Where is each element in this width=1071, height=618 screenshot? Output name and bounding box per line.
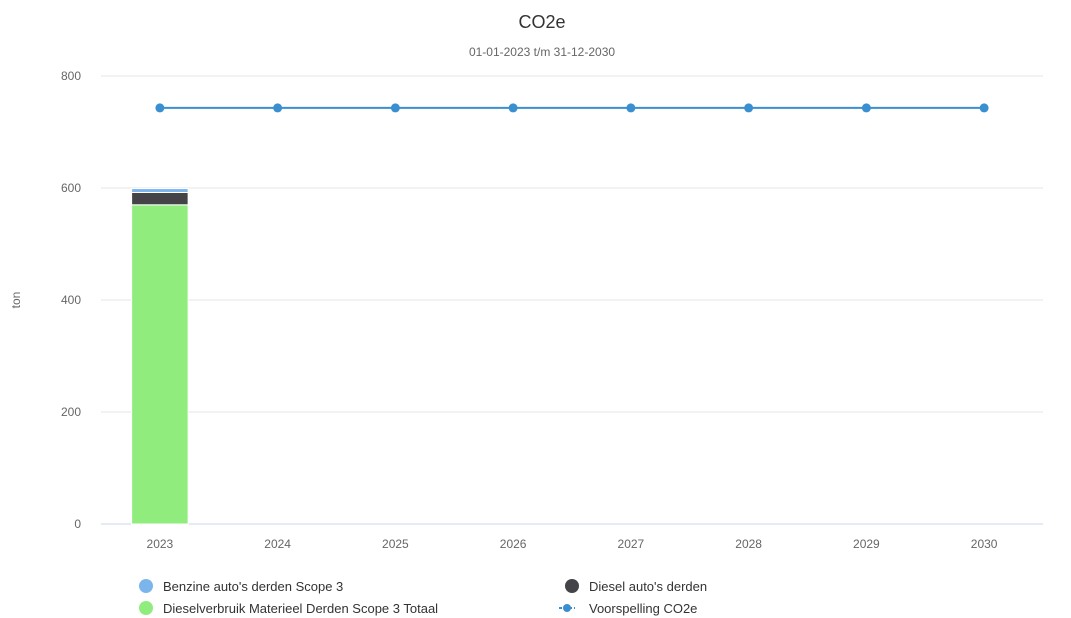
forecast-point[interactable] (979, 103, 989, 113)
forecast-point[interactable] (273, 103, 283, 113)
chart-title: CO2e (518, 12, 565, 32)
y-tick-label: 800 (61, 69, 81, 83)
forecast-point[interactable] (508, 103, 518, 113)
forecast-point[interactable] (390, 103, 400, 113)
bar-series (131, 188, 189, 525)
bar-segment[interactable] (131, 204, 189, 525)
x-tick-label: 2026 (500, 537, 527, 551)
legend-item[interactable]: Diesel auto's derden (565, 579, 707, 594)
y-tick-label: 0 (74, 517, 81, 531)
legend-label: Dieselverbruik Materieel Derden Scope 3 … (163, 601, 438, 616)
forecast-point[interactable] (155, 103, 165, 113)
y-tick-label: 400 (61, 293, 81, 307)
forecast-point[interactable] (626, 103, 636, 113)
gridlines (101, 75, 1043, 525)
x-tick-label: 2029 (853, 537, 880, 551)
x-tick-label: 2024 (264, 537, 291, 551)
legend-item[interactable]: Benzine auto's derden Scope 3 (139, 579, 343, 594)
legend-marker (565, 579, 579, 593)
bar-segment[interactable] (131, 191, 189, 206)
legend-marker (563, 604, 571, 612)
legend-marker (139, 579, 153, 593)
legend-label: Benzine auto's derden Scope 3 (163, 579, 343, 594)
legend-item[interactable]: Dieselverbruik Materieel Derden Scope 3 … (139, 601, 438, 616)
bar-segment[interactable] (131, 188, 189, 193)
forecast-point[interactable] (861, 103, 871, 113)
legend-label: Voorspelling CO2e (589, 601, 697, 616)
y-axis-title: ton (9, 292, 23, 309)
legend-item[interactable]: Voorspelling CO2e (559, 601, 697, 616)
x-axis-ticks: 2023 2024 2025 2026 2027 2028 2029 2030 (147, 537, 998, 551)
legend[interactable]: Benzine auto's derden Scope 3 Diesel auto… (139, 579, 707, 616)
y-axis-ticks: 0 200 400 600 800 (61, 69, 81, 531)
legend-label: Diesel auto's derden (589, 579, 707, 594)
y-tick-label: 200 (61, 405, 81, 419)
y-tick-label: 600 (61, 181, 81, 195)
forecast-line-series (155, 103, 989, 113)
forecast-point[interactable] (744, 103, 754, 113)
x-tick-label: 2027 (618, 537, 645, 551)
x-tick-label: 2030 (971, 537, 998, 551)
x-tick-label: 2028 (735, 537, 762, 551)
legend-marker (139, 601, 153, 615)
chart-subtitle: 01-01-2023 t/m 31-12-2030 (469, 45, 615, 59)
x-tick-label: 2023 (147, 537, 174, 551)
x-tick-label: 2025 (382, 537, 409, 551)
